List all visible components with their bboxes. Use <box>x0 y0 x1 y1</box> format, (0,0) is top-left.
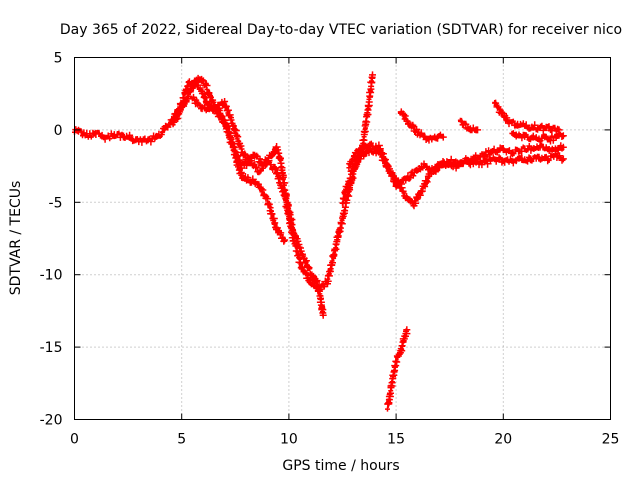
plus-markers <box>384 326 411 412</box>
series-track-e <box>346 140 567 190</box>
axis-ticks: 0 5 10 15 20 25 5 0 -5 -10 -15 -20 <box>40 51 620 448</box>
y-tick-label: -20 <box>40 413 63 429</box>
x-tick-label: 10 <box>280 432 298 448</box>
series-track-j <box>384 326 411 412</box>
x-tick-label: 0 <box>70 432 79 448</box>
plot-frame <box>74 57 611 420</box>
grid-lines <box>74 57 611 420</box>
plus-markers <box>509 130 567 145</box>
chart-title: Day 365 of 2022, Sidereal Day-to-day VTE… <box>60 22 622 38</box>
x-tick-label: 25 <box>602 432 620 448</box>
series-track-h <box>492 99 563 135</box>
data-series <box>72 71 567 412</box>
plus-markers <box>457 117 482 134</box>
series-track-i <box>509 130 567 145</box>
y-tick-label: 0 <box>54 123 63 139</box>
series-track-g <box>457 117 482 134</box>
y-tick-label: -5 <box>49 195 63 211</box>
series-track-d <box>339 142 567 210</box>
series-track-c <box>189 93 327 319</box>
x-tick-label: 5 <box>177 432 186 448</box>
x-axis-label: GPS time / hours <box>282 458 399 474</box>
plus-markers <box>492 99 563 135</box>
plus-markers <box>189 93 327 319</box>
plus-markers <box>397 108 447 144</box>
series-track-f <box>397 108 447 144</box>
x-tick-label: 20 <box>494 432 512 448</box>
y-tick-label: -15 <box>40 340 63 356</box>
plus-markers <box>339 142 567 210</box>
y-axis-label: SDTVAR / TECUs <box>8 181 24 296</box>
y-tick-label: 5 <box>54 51 63 67</box>
plus-markers <box>170 74 289 245</box>
series-track-b <box>170 74 289 245</box>
x-tick-label: 15 <box>387 432 405 448</box>
y-tick-label: -10 <box>40 268 63 284</box>
plus-markers <box>346 140 567 190</box>
